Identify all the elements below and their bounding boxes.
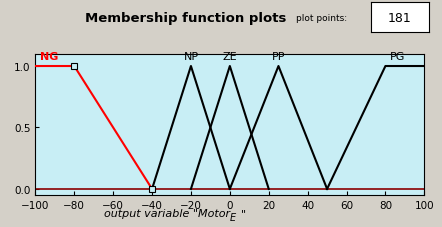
Text: PP: PP bbox=[272, 52, 285, 62]
Text: Membership function plots: Membership function plots bbox=[85, 12, 286, 25]
Text: E: E bbox=[230, 212, 236, 222]
Text: NG: NG bbox=[40, 52, 58, 62]
Text: 181: 181 bbox=[388, 12, 412, 25]
Text: plot points:: plot points: bbox=[296, 14, 347, 23]
Text: output variable "Motor: output variable "Motor bbox=[104, 208, 230, 218]
Text: ": " bbox=[241, 208, 246, 218]
Text: PG: PG bbox=[389, 52, 405, 62]
Text: ZE: ZE bbox=[222, 52, 237, 62]
Text: NP: NP bbox=[183, 52, 198, 62]
